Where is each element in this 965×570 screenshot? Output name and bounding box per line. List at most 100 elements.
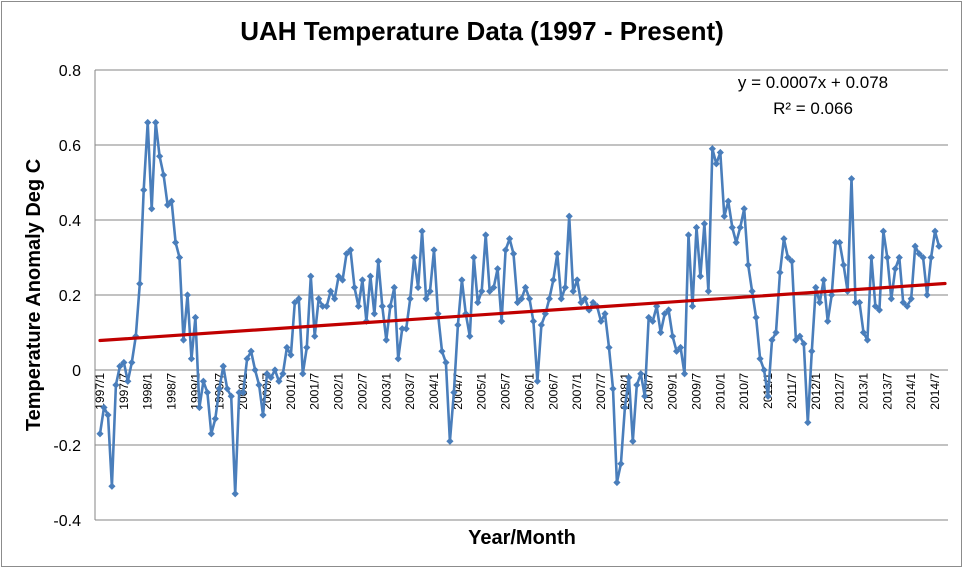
data-point — [450, 388, 458, 397]
data-point — [171, 238, 180, 247]
data-point — [557, 295, 565, 303]
data-point — [513, 298, 522, 307]
data-point — [649, 317, 657, 325]
data-point — [243, 355, 251, 363]
data-point — [358, 276, 367, 284]
data-point — [923, 291, 931, 299]
data-point — [589, 298, 597, 307]
data-point — [128, 358, 136, 367]
data-point — [549, 276, 557, 284]
data-point — [808, 347, 816, 355]
data-point — [426, 287, 434, 295]
data-point — [728, 223, 736, 232]
data-point — [720, 212, 728, 220]
data-point — [752, 313, 760, 322]
data-point — [104, 411, 112, 419]
data-point — [601, 310, 609, 318]
x-tick-label: 2002/1 — [332, 373, 346, 410]
data-point — [438, 347, 446, 355]
y-axis-title: Temperature Anomaly Deg C — [23, 159, 45, 431]
data-point — [788, 257, 796, 265]
data-point — [851, 298, 860, 307]
data-point — [875, 306, 883, 314]
data-point — [879, 227, 887, 235]
data-point — [299, 370, 307, 378]
data-point — [434, 310, 442, 318]
data-point — [442, 358, 450, 367]
data-point — [191, 313, 200, 322]
x-tick-label: 2009/7 — [689, 373, 703, 410]
data-point — [653, 302, 661, 310]
data-point — [406, 295, 414, 303]
data-point — [291, 298, 299, 307]
data-point — [812, 283, 820, 292]
data-point — [223, 385, 231, 393]
data-point — [764, 392, 772, 400]
data-point — [247, 347, 255, 355]
data-point — [736, 223, 744, 232]
data-point — [430, 246, 438, 254]
data-point — [195, 403, 204, 412]
data-point — [179, 336, 188, 344]
data-point — [712, 160, 720, 168]
data-point — [295, 295, 303, 303]
data-point — [768, 336, 776, 344]
data-point — [116, 362, 124, 370]
data-point — [183, 291, 192, 299]
x-tick-label: 2005/1 — [475, 373, 489, 410]
data-point — [207, 430, 215, 438]
data-point — [784, 253, 792, 262]
data-point — [211, 415, 219, 423]
trendline-equation: y = 0.0007x + 0.078 — [738, 73, 888, 92]
data-point — [633, 381, 641, 389]
data-point — [577, 298, 585, 307]
data-point — [867, 253, 876, 262]
data-point — [394, 355, 402, 363]
x-tick-label: 2009/1 — [666, 373, 680, 410]
data-point — [871, 302, 880, 310]
data-point — [617, 460, 625, 468]
data-point — [96, 430, 104, 438]
data-point — [529, 317, 538, 325]
data-point — [911, 242, 919, 250]
data-point — [486, 287, 494, 295]
x-tick-label: 2007/1 — [570, 373, 584, 410]
data-point — [859, 328, 868, 337]
data-point — [382, 336, 390, 344]
data-point — [816, 298, 824, 307]
trendline-r-squared: R² = 0.066 — [773, 99, 853, 118]
y-axis-ticks: -0.4 -0.2 0 0.2 0.4 0.6 0.8 — [53, 63, 81, 530]
data-point — [259, 411, 267, 419]
data-point — [108, 482, 116, 490]
y-tick-label: 0.4 — [59, 213, 81, 230]
data-point — [800, 340, 808, 348]
data-point — [346, 246, 355, 254]
data-point — [120, 358, 128, 367]
data-point — [724, 197, 732, 205]
x-tick-label: 2014/1 — [904, 373, 918, 410]
data-point — [501, 246, 510, 254]
data-point — [748, 287, 756, 295]
data-point — [140, 186, 148, 194]
x-tick-label: 2010/1 — [713, 373, 727, 410]
data-point — [621, 403, 629, 412]
data-point — [458, 276, 466, 284]
data-point — [163, 201, 172, 209]
data-point — [490, 283, 498, 292]
data-point — [354, 302, 363, 310]
data-point — [446, 437, 454, 445]
data-point — [597, 317, 605, 325]
data-point — [342, 250, 351, 258]
data-point — [331, 295, 339, 303]
chart-title: UAH Temperature Data (1997 - Present) — [240, 16, 724, 46]
data-point — [629, 437, 637, 445]
data-point — [112, 381, 120, 389]
data-point — [235, 388, 243, 397]
data-point — [883, 253, 891, 262]
data-point — [231, 490, 239, 498]
data-point — [665, 306, 673, 314]
data-point — [915, 250, 923, 258]
data-point — [466, 332, 474, 340]
data-point — [561, 283, 569, 292]
